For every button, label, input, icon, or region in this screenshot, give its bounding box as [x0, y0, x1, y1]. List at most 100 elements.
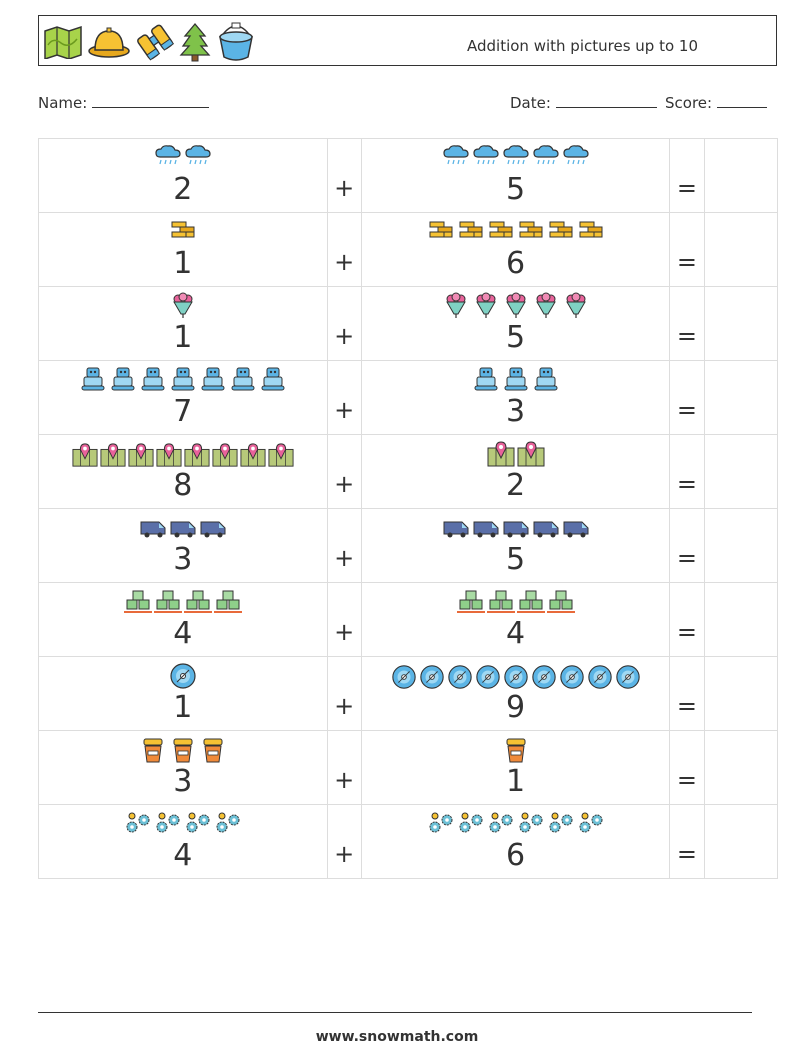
addend-b-cell: 2 [360, 434, 671, 509]
equals-sign: = [676, 840, 698, 868]
disc-icon [503, 665, 528, 689]
gears-icon [519, 812, 543, 833]
plus-sign: + [334, 692, 355, 720]
robot-icon [111, 367, 135, 391]
picture-group [442, 514, 590, 542]
van-icon [473, 521, 499, 538]
problem-row: 2 +5 = [38, 138, 779, 213]
bucket-icon [219, 22, 253, 61]
addend-b-number: 2 [506, 468, 526, 503]
robot-icon [474, 367, 498, 391]
answer-cell[interactable] [703, 286, 779, 361]
addend-a-cell: 2 [38, 138, 328, 213]
addend-b-cell: 1 [360, 730, 671, 805]
van-icon [140, 521, 166, 538]
answer-cell[interactable] [703, 582, 779, 657]
disc-icon [475, 665, 500, 689]
date-blank[interactable] [555, 95, 657, 108]
disc-icon [587, 665, 612, 689]
addend-b-number: 6 [506, 838, 526, 873]
plus-sign: + [334, 322, 355, 350]
addend-b-number: 1 [506, 764, 526, 799]
answer-cell[interactable] [703, 360, 779, 435]
equals-cell: = [669, 656, 705, 731]
crates-icon [153, 590, 182, 613]
gears-icon [216, 812, 240, 833]
answer-cell[interactable] [703, 656, 779, 731]
answer-cell[interactable] [703, 212, 779, 287]
picture-group [391, 662, 641, 690]
addend-a-number: 3 [173, 542, 193, 577]
flower-bouquet-icon [172, 292, 193, 318]
addend-b-cell: 6 [360, 804, 671, 879]
equals-sign: = [676, 544, 698, 572]
flower-bouquet-icon [565, 292, 586, 318]
disc-icon [559, 665, 584, 689]
gold-bars-icon [549, 221, 573, 238]
gold-bars-icon [459, 221, 483, 238]
addend-b-number: 4 [506, 616, 526, 651]
answer-cell[interactable] [703, 138, 779, 213]
flower-pot-icon [173, 738, 193, 763]
addend-b-number: 6 [506, 246, 526, 281]
addend-b-cell: 9 [360, 656, 671, 731]
answer-cell[interactable] [703, 508, 779, 583]
answer-cell[interactable] [703, 804, 779, 879]
robot-icon [201, 367, 225, 391]
plus-sign: + [334, 766, 355, 794]
map-pin-icon [212, 443, 238, 467]
addend-b-cell: 5 [360, 286, 671, 361]
map-pin-icon [487, 441, 515, 467]
answer-cell[interactable] [703, 434, 779, 509]
addend-a-cell: 1 [38, 212, 328, 287]
addend-a-number: 4 [173, 838, 193, 873]
map-pin-icon [156, 443, 182, 467]
flower-bouquet-icon [505, 292, 526, 318]
answer-cell[interactable] [703, 730, 779, 805]
addend-a-number: 1 [173, 246, 193, 281]
addend-b-number: 5 [506, 172, 526, 207]
addend-a-cell: 1 [38, 656, 328, 731]
addend-a-cell: 4 [38, 582, 328, 657]
addend-a-cell: 7 [38, 360, 328, 435]
gears-icon [489, 812, 513, 833]
name-blank[interactable] [92, 95, 210, 108]
equals-cell: = [669, 360, 705, 435]
map-pin-icon [100, 443, 126, 467]
pith-helmet-icon [88, 27, 130, 58]
robot-icon [534, 367, 558, 391]
equals-cell: = [669, 212, 705, 287]
problem-row: 4 +4 = [38, 582, 779, 657]
equals-sign: = [676, 248, 698, 276]
picture-group [169, 662, 197, 690]
plus-cell: + [326, 138, 362, 213]
worksheet-header: Addition with pictures up to 10 [38, 15, 777, 66]
pine-tree-icon [179, 22, 211, 62]
plus-cell: + [326, 582, 362, 657]
plus-sign: + [334, 174, 355, 202]
equals-sign: = [676, 322, 698, 350]
addend-a-cell: 3 [38, 730, 328, 805]
addend-b-number: 5 [506, 542, 526, 577]
crates-icon [486, 590, 515, 613]
disc-icon [531, 665, 556, 689]
map-pin-icon [240, 443, 266, 467]
addend-a-number: 4 [173, 616, 193, 651]
picture-group [427, 810, 605, 838]
score-blank[interactable] [716, 95, 767, 108]
gold-bars-icon [489, 221, 513, 238]
robot-icon [141, 367, 165, 391]
flower-bouquet-icon [475, 292, 496, 318]
van-icon [503, 521, 529, 538]
disc-icon [447, 665, 472, 689]
van-icon [563, 521, 589, 538]
picture-group [487, 440, 545, 468]
equals-cell: = [669, 286, 705, 361]
plus-sign: + [334, 544, 355, 572]
plus-cell: + [326, 360, 362, 435]
picture-group [124, 810, 242, 838]
plus-cell: + [326, 434, 362, 509]
robot-icon [171, 367, 195, 391]
gears-icon [459, 812, 483, 833]
plus-sign: + [334, 470, 355, 498]
